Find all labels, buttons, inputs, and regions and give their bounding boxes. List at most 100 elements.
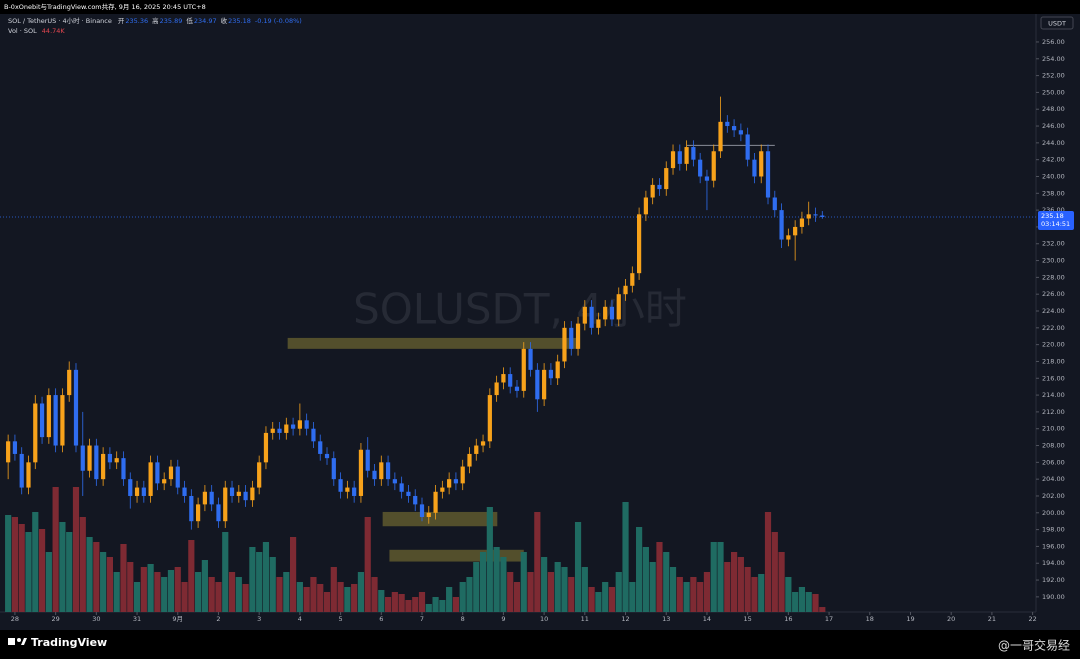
y-tick-label: 230.00 (1042, 257, 1065, 265)
volume-bar (534, 512, 541, 612)
candle-body (223, 487, 228, 522)
volume-bar (771, 532, 778, 612)
volume-bar (303, 587, 310, 612)
candle-body (419, 504, 425, 517)
volume-bar (602, 582, 609, 612)
volume-bar (717, 542, 724, 612)
volume-bar (418, 592, 426, 612)
candle-body (453, 479, 459, 484)
volume-bar (466, 577, 473, 612)
candle-body (467, 453, 472, 467)
volume-bar (459, 582, 466, 612)
candle-body (324, 453, 330, 459)
y-tick-label: 238.00 (1042, 189, 1065, 197)
caption-bar (0, 0, 1080, 14)
y-tick-label: 198.00 (1042, 526, 1065, 534)
volume-bar (737, 557, 744, 612)
volume-bar (798, 587, 806, 612)
candle-body (521, 348, 526, 391)
volume-bar (479, 552, 487, 612)
volume-bar (344, 587, 351, 612)
candle-body (290, 424, 296, 429)
change: -0.19 (-0.08%) (255, 17, 302, 25)
candle-body (589, 306, 594, 328)
volume-bar (608, 587, 616, 612)
candle-body (480, 441, 486, 446)
candle-body (684, 147, 689, 164)
candle-body (725, 121, 730, 127)
volume-bar (676, 577, 683, 612)
y-tick-label: 240.00 (1042, 172, 1065, 180)
x-tick-label: 15 (744, 615, 752, 623)
volume-bar (574, 522, 582, 612)
price-tag-value: 235.18 (1041, 212, 1064, 220)
ohlc-label: 收 (221, 16, 228, 25)
candle-body (114, 458, 119, 463)
volume-bar (208, 577, 215, 612)
candle-body (603, 306, 608, 320)
candle-body (569, 327, 574, 349)
candle-body (196, 504, 201, 522)
candle-body (487, 395, 492, 442)
candle-body (19, 453, 24, 488)
candle-body (616, 294, 621, 320)
candle-body (582, 306, 587, 324)
volume-bar (690, 577, 697, 612)
candle-body (643, 197, 648, 215)
x-tick-label: 14 (703, 615, 711, 623)
candle-body (318, 441, 323, 454)
volume-bar (547, 572, 554, 612)
candle-body (202, 491, 207, 505)
volume-bar (106, 557, 114, 612)
candle-body (691, 147, 696, 160)
volume-bar (568, 577, 575, 612)
candle-body (793, 226, 798, 236)
candle-body (562, 327, 567, 362)
x-tick-label: 13 (662, 615, 670, 623)
candle-body (365, 449, 370, 471)
candle-body (277, 428, 282, 433)
candle-body (392, 479, 397, 484)
candle-body (60, 395, 65, 446)
y-tick-label: 204.00 (1042, 475, 1065, 483)
candle-body (39, 403, 45, 438)
volume-bar (140, 567, 147, 612)
volume-bar (32, 512, 39, 612)
volume-bar (615, 572, 622, 612)
volume-bar (622, 502, 629, 612)
x-tick-label: 8 (461, 615, 465, 623)
legend-title: SOL / TetherUS · 4小时 · Binance (8, 16, 112, 25)
currency-box (1040, 16, 1074, 30)
volume-bar (11, 517, 19, 612)
candle-body (121, 458, 126, 480)
volume-bar (18, 524, 25, 612)
volume-bar (663, 552, 670, 612)
candle-body (182, 487, 187, 496)
candle-body (718, 121, 723, 152)
x-tick-label: 7 (420, 615, 424, 623)
y-tick-label: 208.00 (1042, 442, 1065, 450)
candle-body (6, 441, 11, 463)
y-tick-label: 254.00 (1042, 55, 1065, 63)
volume-bar (235, 577, 242, 612)
ohlc-value: 234.97 (194, 17, 217, 25)
caption: B-0xOnebit与TradingView.com共存, 9月 16, 202… (4, 2, 206, 11)
x-tick-label: 21 (988, 615, 996, 623)
candle-body (80, 445, 85, 471)
volume-bar (493, 547, 500, 612)
volume-bar (683, 582, 690, 612)
volume-bar (262, 542, 270, 612)
candle-body (175, 466, 180, 488)
y-tick-label: 256.00 (1042, 38, 1065, 46)
candle-body (555, 361, 560, 379)
x-tick-label: 22 (1028, 615, 1036, 623)
y-tick-label: 244.00 (1042, 139, 1065, 147)
candle-body (155, 462, 160, 484)
x-tick-label: 11 (581, 615, 589, 623)
volume-bar (364, 517, 371, 612)
ohlc-label: 低 (186, 16, 193, 25)
volume-bar (384, 597, 392, 612)
candle-body (460, 466, 465, 484)
volume-bar (174, 567, 181, 612)
candle-body (33, 403, 38, 463)
